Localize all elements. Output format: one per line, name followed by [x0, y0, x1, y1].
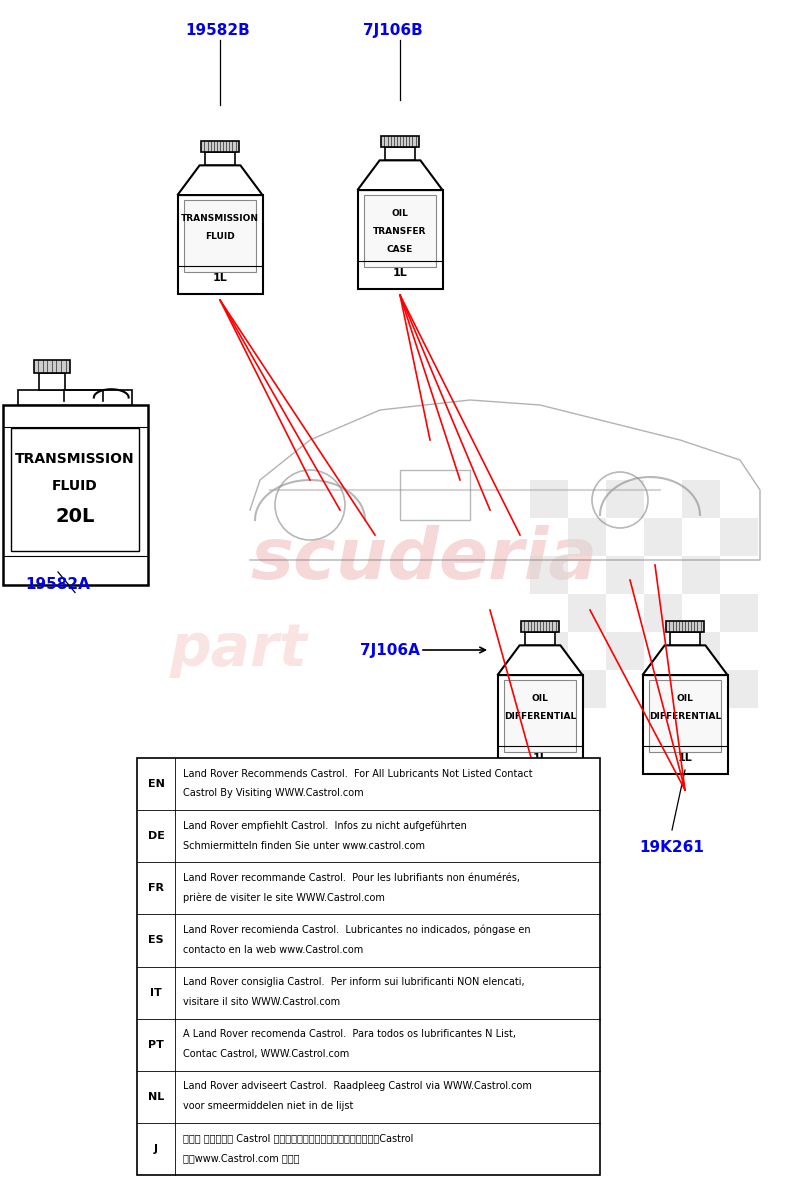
Text: 20L: 20L	[55, 508, 95, 526]
Text: Castrol By Visiting WWW.Castrol.com: Castrol By Visiting WWW.Castrol.com	[183, 788, 363, 798]
Bar	[606, 480, 644, 518]
Text: OIL: OIL	[532, 694, 549, 702]
Text: EN: EN	[148, 779, 164, 790]
Bar	[568, 594, 606, 632]
Polygon shape	[358, 161, 443, 190]
Bar	[184, 200, 256, 272]
Text: voor smeermiddelen niet in de lijst: voor smeermiddelen niet in de lijst	[183, 1102, 354, 1111]
Bar	[525, 632, 555, 646]
Bar	[682, 480, 720, 518]
Bar	[644, 518, 682, 556]
Bar	[530, 632, 568, 670]
Text: IT: IT	[150, 988, 162, 997]
Text: DE: DE	[148, 832, 164, 841]
Text: TRANSMISSION: TRANSMISSION	[15, 452, 135, 466]
Text: DIFFERENTIAL: DIFFERENTIAL	[649, 712, 721, 721]
Bar	[177, 196, 262, 294]
Bar	[521, 620, 559, 632]
Bar	[666, 620, 703, 632]
Bar	[530, 480, 568, 518]
Text: Land Rover recommande Castrol.  Pour les lubrifiants non énumérés,: Land Rover recommande Castrol. Pour les …	[183, 872, 520, 883]
Text: scuderia: scuderia	[250, 526, 597, 594]
Bar	[11, 428, 139, 551]
Bar	[682, 556, 720, 594]
Bar	[720, 518, 758, 556]
Text: 社：www.Castrol.com まで。: 社：www.Castrol.com まで。	[183, 1153, 299, 1163]
Text: FLUID: FLUID	[205, 232, 235, 241]
Bar	[606, 632, 644, 670]
Text: DIFFERENTIAL: DIFFERENTIAL	[504, 712, 576, 721]
Text: FLUID: FLUID	[52, 479, 98, 493]
Bar	[670, 632, 700, 646]
Text: ES: ES	[148, 936, 164, 946]
Text: Land Rover consiglia Castrol.  Per inform sui lubrificanti NON elencati,: Land Rover consiglia Castrol. Per inform…	[183, 977, 525, 988]
Bar	[364, 194, 435, 268]
Text: J: J	[154, 1144, 158, 1154]
Text: part: part	[170, 622, 308, 678]
Text: PT: PT	[148, 1039, 164, 1050]
Text: Contac Castrol, WWW.Castrol.com: Contac Castrol, WWW.Castrol.com	[183, 1049, 349, 1060]
Text: 1L: 1L	[213, 274, 228, 283]
Text: visitare il sito WWW.Castrol.com: visitare il sito WWW.Castrol.com	[183, 997, 340, 1007]
Bar	[497, 676, 582, 774]
Bar	[385, 148, 415, 161]
Text: TRANSFER: TRANSFER	[373, 227, 427, 235]
Bar	[201, 140, 239, 152]
Text: 19582A: 19582A	[26, 577, 91, 592]
Text: CASE: CASE	[387, 245, 413, 253]
Text: 1L: 1L	[678, 754, 692, 763]
Bar	[642, 676, 727, 774]
Text: Land Rover recomienda Castrol.  Lubricantes no indicados, póngase en: Land Rover recomienda Castrol. Lubricant…	[183, 925, 531, 935]
Text: 7J106A: 7J106A	[360, 642, 420, 658]
Polygon shape	[642, 646, 727, 676]
Bar	[606, 556, 644, 594]
Text: 7J106B: 7J106B	[363, 23, 423, 38]
Bar	[568, 670, 606, 708]
Text: Land Rover empfiehlt Castrol.  Infos zu nicht aufgeführten: Land Rover empfiehlt Castrol. Infos zu n…	[183, 821, 467, 830]
Bar	[18, 390, 132, 404]
Bar	[644, 594, 682, 632]
Bar	[720, 594, 758, 632]
Bar	[568, 518, 606, 556]
Bar	[38, 372, 65, 390]
Text: Land Rover adviseert Castrol.  Raadpleeg Castrol via WWW.Castrol.com: Land Rover adviseert Castrol. Raadpleeg …	[183, 1081, 532, 1091]
Text: FR: FR	[148, 883, 164, 893]
Bar	[34, 360, 70, 372]
Text: OIL: OIL	[677, 694, 694, 702]
Text: 19582B: 19582B	[185, 23, 250, 38]
Text: 1L: 1L	[393, 269, 407, 278]
Bar	[650, 680, 721, 752]
Bar	[504, 680, 576, 752]
Text: TRANSMISSION: TRANSMISSION	[181, 214, 259, 222]
Text: OIL: OIL	[391, 209, 408, 217]
Bar	[530, 556, 568, 594]
Text: NL: NL	[148, 1092, 164, 1102]
Text: A Land Rover recomenda Castrol.  Para todos os lubrificantes N List,: A Land Rover recomenda Castrol. Para tod…	[183, 1030, 516, 1039]
Bar	[720, 670, 758, 708]
Text: prière de visiter le site WWW.Castrol.com: prière de visiter le site WWW.Castrol.co…	[183, 893, 385, 902]
Text: Land Rover Recommends Castrol.  For All Lubricants Not Listed Contact: Land Rover Recommends Castrol. For All L…	[183, 769, 533, 779]
Text: Schmiermitteln finden Sie unter www.castrol.com: Schmiermitteln finden Sie unter www.cast…	[183, 840, 425, 851]
Text: contacto en la web www.Castrol.com: contacto en la web www.Castrol.com	[183, 944, 363, 955]
Polygon shape	[497, 646, 582, 676]
Text: 1L: 1L	[533, 754, 548, 763]
Bar	[137, 758, 600, 1175]
Bar	[682, 632, 720, 670]
Bar	[644, 670, 682, 708]
Bar	[381, 136, 419, 148]
Text: ランド ローバーは Castrol を推奨。リスト外の潤滑剤については、Castrol: ランド ローバーは Castrol を推奨。リスト外の潤滑剤については、Cast…	[183, 1134, 413, 1144]
Text: 19K261: 19K261	[639, 840, 704, 854]
Bar	[400, 470, 470, 520]
Bar	[358, 190, 443, 289]
Polygon shape	[177, 166, 262, 196]
Bar	[2, 404, 148, 584]
Bar	[205, 152, 235, 166]
